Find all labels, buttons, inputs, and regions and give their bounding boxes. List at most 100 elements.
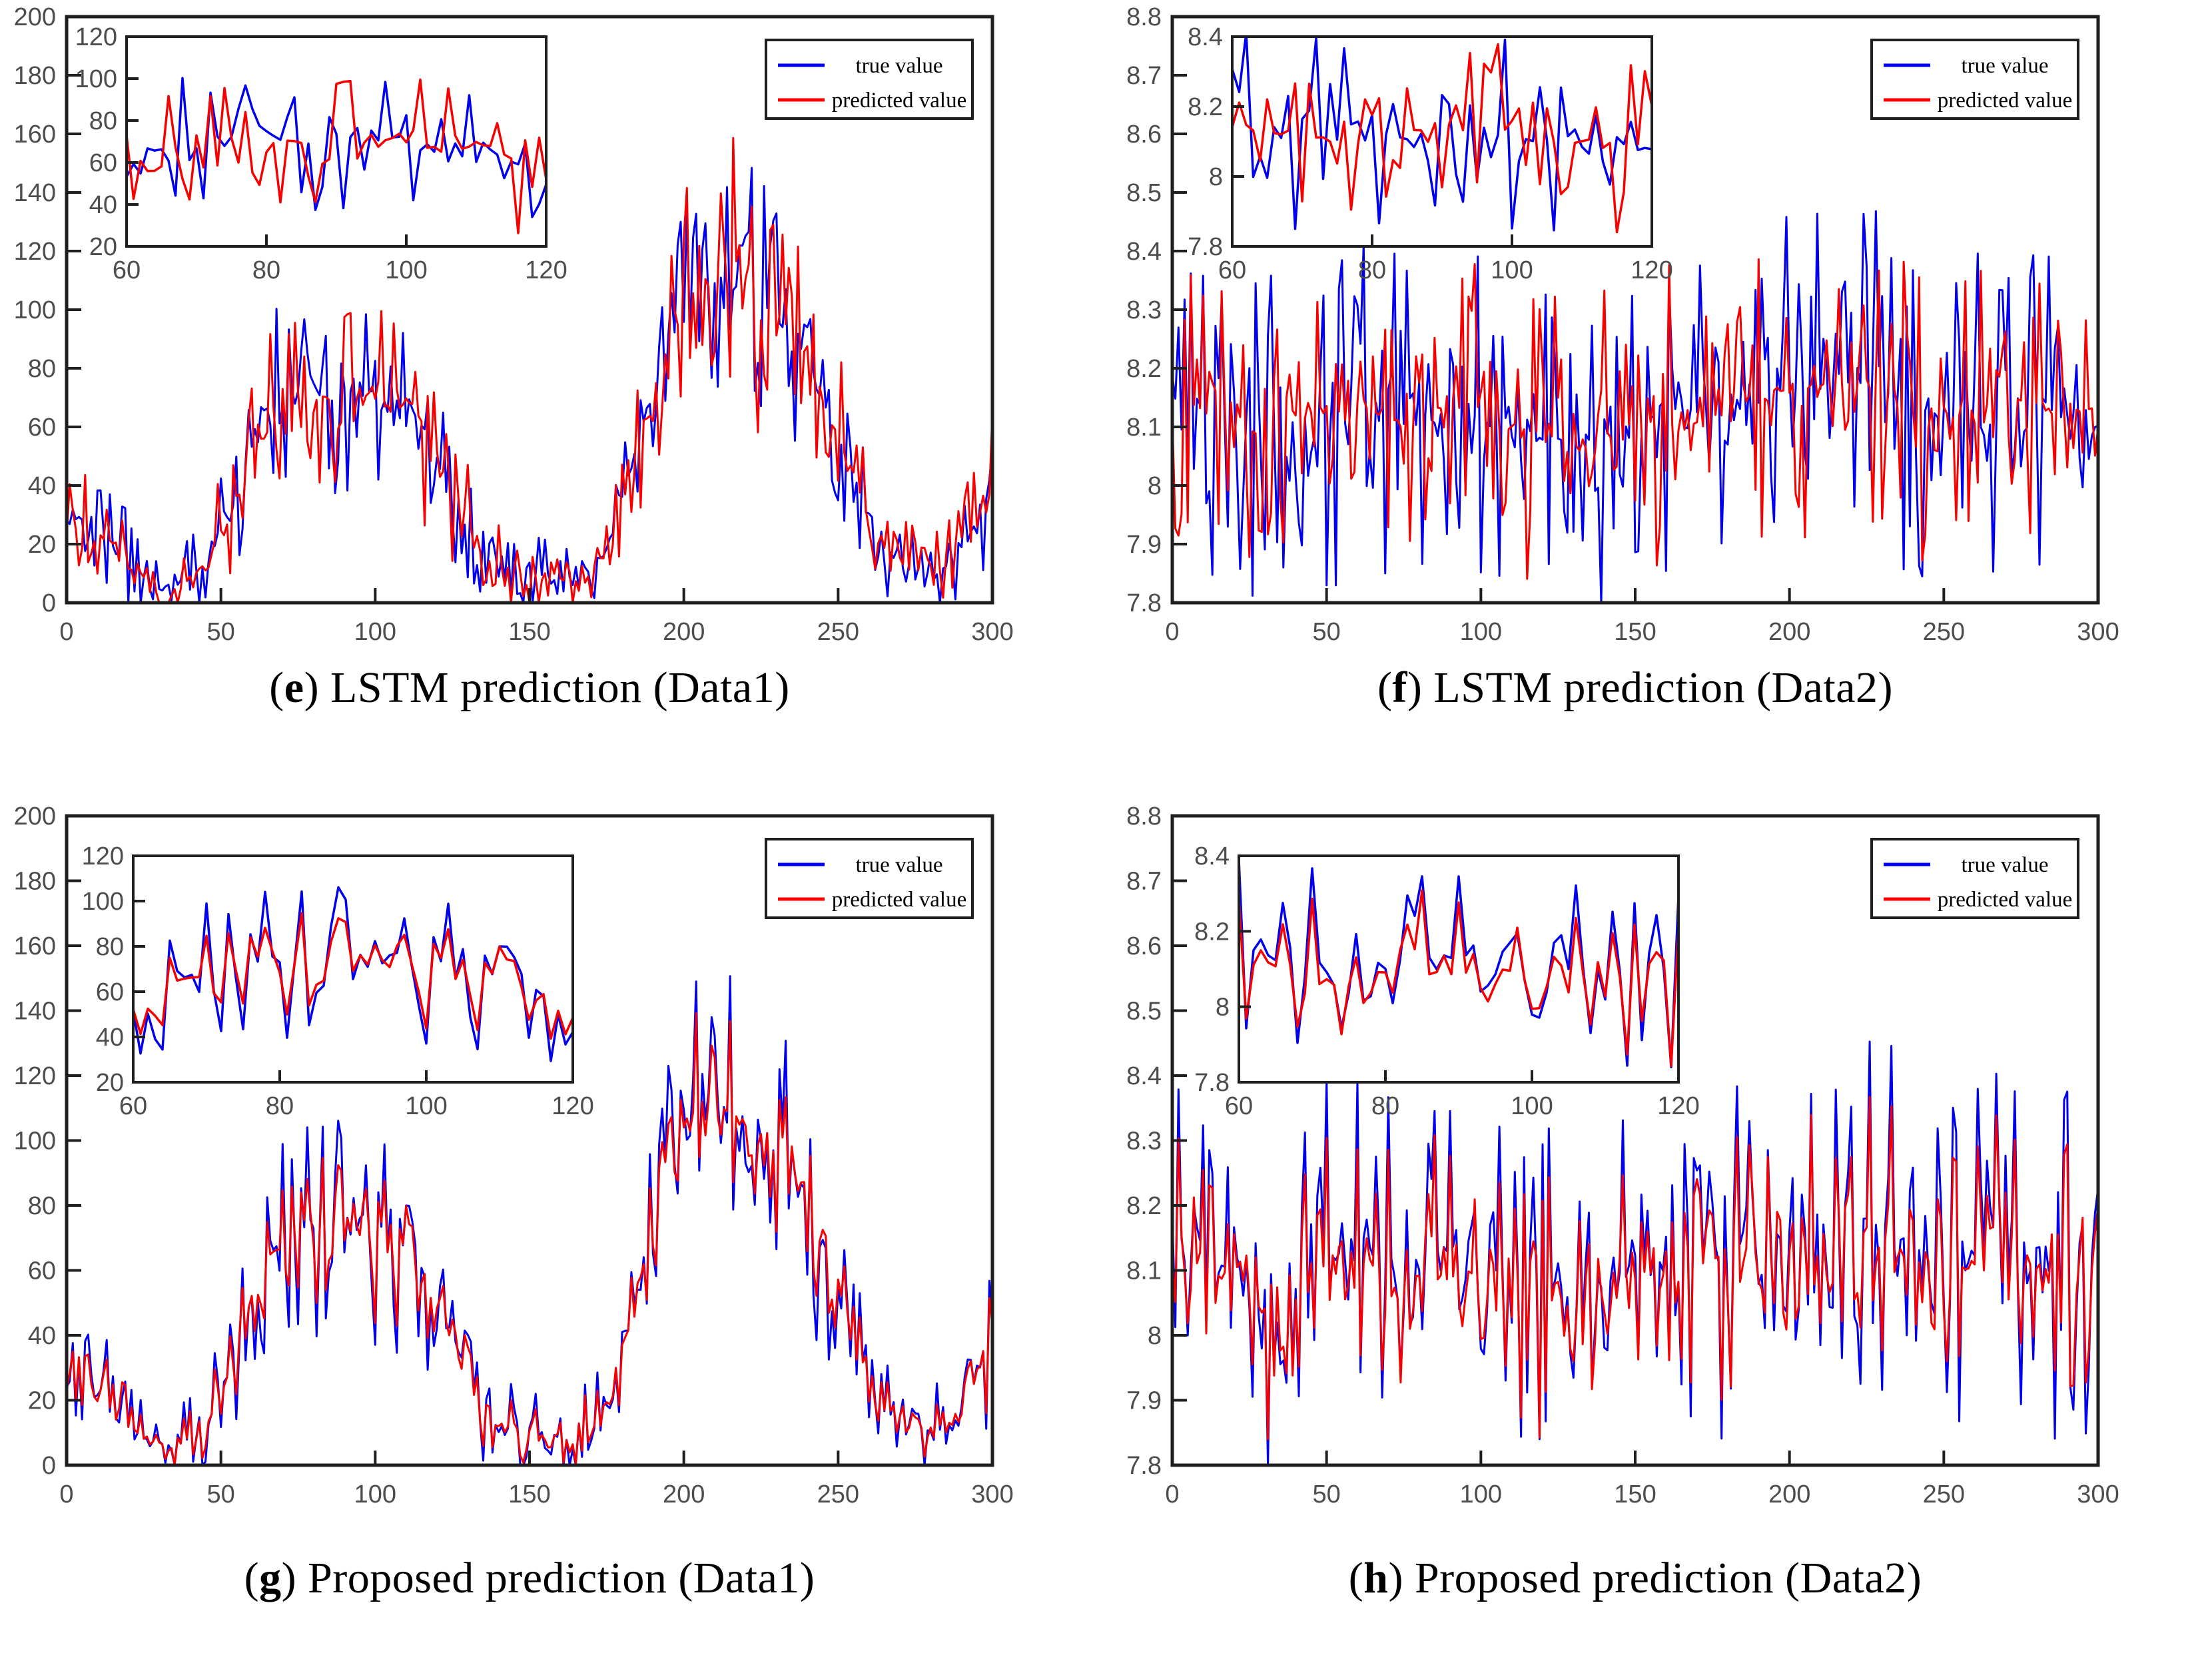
caption-paren-open: ( [269, 663, 284, 712]
inset-x-tick-label: 80 [266, 1092, 294, 1120]
y-axis-tick-label: 180 [14, 62, 56, 90]
inset-plot: 7.8 8 8.2 8.4 60 80 100 120 [1188, 23, 1673, 284]
y-axis-tick-label: 8.8 [1126, 803, 1162, 830]
inset-series-true-line [127, 77, 546, 218]
y-axis-tick-label: 8.5 [1126, 179, 1162, 207]
caption-paren-open: ( [1348, 1554, 1364, 1602]
inset-series-predicted-line [133, 912, 573, 1040]
inset-x-tick-label: 60 [1218, 256, 1246, 284]
legend: true value predicted value [765, 838, 974, 919]
y-axis-tick-label: 160 [14, 932, 56, 960]
caption-text: Proposed prediction (Data1) [296, 1554, 815, 1602]
inset-series-predicted-line [1239, 889, 1678, 1068]
legend-predicted-label: predicted value [832, 89, 966, 113]
y-axis-tick-label: 180 [14, 868, 56, 896]
y-axis-tick-label: 60 [28, 414, 56, 442]
legend: true value predicted value [765, 39, 974, 120]
y-axis-tick-label: 7.8 [1126, 1452, 1162, 1480]
series-predicted-line [67, 1012, 992, 1465]
legend-predicted-label: predicted value [1938, 89, 2072, 113]
y-axis-tick-label: 140 [14, 179, 56, 207]
y-axis-tick-label: 8.4 [1126, 238, 1162, 266]
y-axis-tick-label: 8.6 [1126, 932, 1162, 960]
y-axis-tick-label: 0 [42, 1452, 56, 1480]
series-predicted-line [1172, 258, 2098, 580]
panel-h: 7.8 8 8.2 8.4 60 80 100 120 7.8 7.9 8 8.1 8.2 8.3 8.4 8… [1106, 799, 2212, 1661]
x-axis-tick-label: 0 [1165, 618, 1179, 646]
x-axis-tick-label: 100 [354, 1481, 396, 1505]
inset-x-tick-label: 120 [1657, 1092, 1699, 1120]
x-axis-tick-label: 300 [971, 1481, 1013, 1505]
x-axis-tick-label: 50 [207, 1481, 235, 1505]
x-axis-tick-label: 150 [1614, 1481, 1656, 1505]
caption-paren-close: ) [1407, 663, 1423, 712]
y-axis-tick-label: 8.8 [1126, 3, 1162, 31]
legend-true-label: true value [1961, 853, 2048, 877]
y-axis-tick-label: 200 [14, 3, 56, 31]
chart-f-canvas: 7.8 8 8.2 8.4 60 80 100 120 7.8 7.9 8 8.1 8.2 8.3 8.4 8… [1126, 3, 2119, 646]
y-axis-tick-label: 8.1 [1126, 1257, 1162, 1285]
y-axis-tick-label: 0 [42, 589, 56, 617]
inset-y-tick-label: 8 [1209, 163, 1223, 191]
main-axes: 7.8 7.9 8 8.1 8.2 8.3 8.4 8.5 8.6 8.7 8.8 0 50 100 150… [1126, 3, 2119, 646]
inset-series-true-line [1232, 37, 1652, 232]
legend: true value predicted value [1870, 838, 2079, 919]
inset-y-tick-label: 8.4 [1194, 842, 1230, 870]
inset-y-tick-label: 8.2 [1188, 93, 1223, 121]
y-axis-tick-label: 8.1 [1126, 414, 1162, 442]
panel-f: 7.8 8 8.2 8.4 60 80 100 120 7.8 7.9 8 8.1 8.2 8.3 8.4 8… [1106, 0, 2212, 799]
legend: true value predicted value [1870, 39, 2079, 120]
x-axis-tick-label: 0 [59, 1481, 73, 1505]
main-plot-area [1172, 1040, 2098, 1465]
inset-x-tick-label: 120 [1631, 256, 1672, 284]
y-axis-tick-label: 100 [14, 296, 56, 324]
inset-y-tick-label: 8.2 [1194, 918, 1230, 946]
y-axis-tick-label: 20 [28, 1387, 56, 1415]
main-plot-area [67, 137, 992, 603]
series-predicted-line [1172, 1096, 2098, 1441]
y-axis-tick-label: 80 [28, 355, 56, 383]
y-axis-tick-label: 8.2 [1126, 1192, 1162, 1220]
inset-y-tick-label: 60 [96, 978, 124, 1006]
legend-box [1870, 838, 2079, 919]
inset-y-tick-label: 8 [1216, 994, 1230, 1022]
x-axis-tick-label: 100 [1460, 618, 1502, 646]
inset-frame [1238, 854, 1680, 1084]
inset-y-tick-label: 80 [89, 107, 117, 135]
legend-true-label: true value [1961, 54, 2048, 78]
inset-x-tick-label: 60 [1225, 1092, 1253, 1120]
inset-plot: 20 40 60 80 100 120 60 80 100 120 [75, 23, 567, 284]
y-axis-tick-label: 8 [1148, 1322, 1162, 1350]
inset-x-tick-label: 80 [252, 256, 280, 284]
x-axis-tick-label: 200 [663, 618, 705, 646]
panel-e: 20 40 60 80 100 120 60 80 100 120 0 20 40 60 80 100 120 1… [0, 0, 1106, 799]
inset-y-tick-label: 40 [89, 191, 117, 219]
y-axis-tick-label: 140 [14, 998, 56, 1026]
inset-x-tick-label: 100 [385, 256, 427, 284]
inset-y-tick-label: 60 [89, 149, 117, 177]
inset-plot-area [127, 77, 546, 234]
inset-x-tick-label: 80 [1358, 256, 1386, 284]
inset-series-true-line [1239, 858, 1678, 1069]
inset-plot-area [1239, 858, 1678, 1069]
y-axis-tick-label: 7.9 [1126, 1387, 1162, 1415]
x-axis-tick-label: 100 [354, 618, 396, 646]
inset-plot: 7.8 8 8.2 8.4 60 80 100 120 [1194, 842, 1700, 1120]
inset-frame [125, 35, 548, 248]
y-axis-tick-label: 20 [28, 531, 56, 559]
y-axis-tick-label: 40 [28, 1322, 56, 1350]
inset-y-tick-label: 20 [96, 1069, 124, 1097]
inset-series-predicted-line [1232, 43, 1652, 234]
inset-x-tick-label: 60 [113, 256, 141, 284]
inset-y-tick-label: 100 [82, 888, 124, 916]
series-true-line [67, 166, 992, 603]
x-axis-tick-label: 300 [971, 618, 1013, 646]
x-axis-tick-label: 100 [1460, 1481, 1502, 1505]
inset-y-tick-label: 7.8 [1194, 1069, 1230, 1097]
inset-x-tick-label: 80 [1371, 1092, 1399, 1120]
caption-paren-close: ) [281, 1554, 297, 1602]
inset-x-tick-label: 120 [552, 1092, 593, 1120]
series-true-line [1172, 1040, 2098, 1465]
